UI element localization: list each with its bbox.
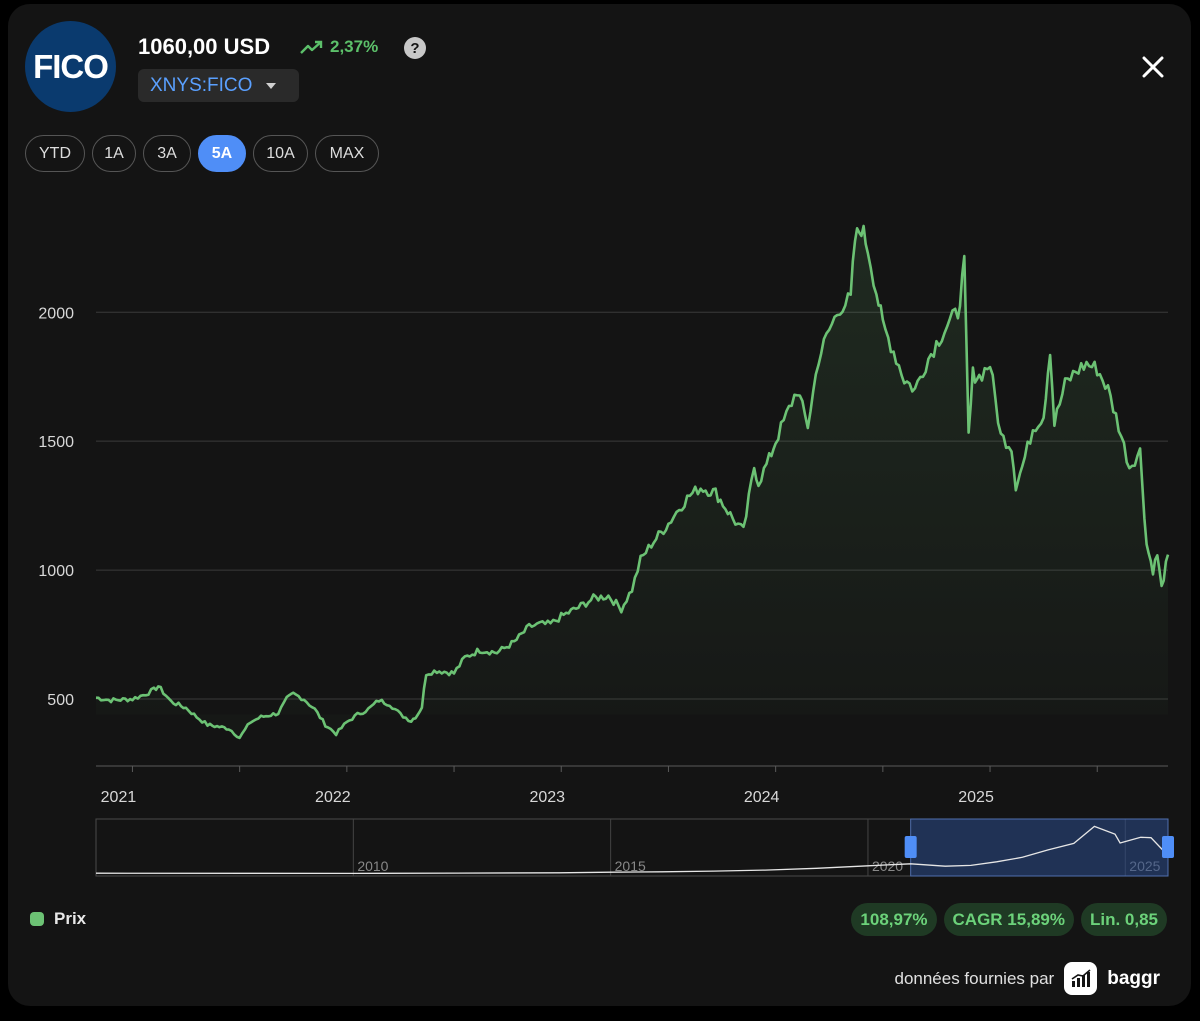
y-tick-label: 500 xyxy=(47,692,74,709)
price-change: 2,37% xyxy=(300,37,378,57)
y-axis: 2000 1500 1000 500 xyxy=(38,305,74,709)
navigator-label: 2010 xyxy=(357,858,388,874)
fico-logo: FICO xyxy=(25,21,116,112)
range-selector: YTD 1A 3A 5A 10A MAX xyxy=(25,135,379,172)
x-tick-label: 2025 xyxy=(958,789,994,806)
range-1a-button[interactable]: 1A xyxy=(92,135,136,172)
price-area xyxy=(96,226,1168,738)
x-tick-label: 2024 xyxy=(744,789,780,806)
credit-text: données fournies par xyxy=(894,968,1055,988)
range-3a-button[interactable]: 3A xyxy=(143,135,191,172)
navigator-label: 2015 xyxy=(615,858,646,874)
navigator-handle-left[interactable] xyxy=(904,836,917,858)
cagr-badge: CAGR 15,89% xyxy=(943,903,1074,936)
data-credit: données fournies par baggr xyxy=(894,962,1160,995)
y-tick-label: 1000 xyxy=(38,563,74,580)
y-tick-label: 2000 xyxy=(38,305,74,322)
ticker-label: XNYS:FICO xyxy=(150,74,253,96)
range-10a-button[interactable]: 10A xyxy=(253,135,308,172)
caret-down-icon xyxy=(266,82,277,89)
navigator-handle-right[interactable] xyxy=(1162,836,1174,858)
range-max-button[interactable]: MAX xyxy=(315,135,379,172)
price-change-value: 2,37% xyxy=(330,37,379,56)
stats-badges: 108,97% CAGR 15,89% Lin. 0,85 xyxy=(851,903,1167,936)
baggr-brand: baggr xyxy=(1107,967,1160,989)
range-5a-button[interactable]: 5A xyxy=(198,135,246,172)
x-tick-label: 2022 xyxy=(315,789,351,806)
x-tick-label: 2023 xyxy=(529,789,565,806)
navigator[interactable]: 2010201520202025 xyxy=(95,818,1174,877)
baggr-logo-icon[interactable] xyxy=(1064,962,1098,995)
trend-up-icon xyxy=(300,40,323,54)
price-line xyxy=(95,224,1170,740)
x-tick-label: 2021 xyxy=(101,789,137,806)
navigator-line xyxy=(95,825,1169,875)
x-axis: 2021 2022 2023 2024 2025 xyxy=(101,766,1098,806)
lin-badge: Lin. 0,85 xyxy=(1080,903,1167,936)
legend[interactable]: Prix xyxy=(30,909,86,929)
y-tick-label: 1500 xyxy=(38,434,74,451)
help-icon[interactable]: ? xyxy=(404,37,426,59)
performance-badge: 108,97% xyxy=(851,903,937,936)
chart-card: FICO 1060,00 USD 2,37% ? XNYS:FICO YTD 1… xyxy=(8,4,1191,1006)
legend-swatch xyxy=(30,912,44,926)
legend-label: Prix xyxy=(54,909,87,928)
range-ytd-button[interactable]: YTD xyxy=(25,135,85,172)
price-chart: 2000 1500 1000 500 2021 2022 2023 2024 2025 201… xyxy=(38,224,1174,877)
current-price: 1060,00 USD xyxy=(138,34,271,59)
navigator-label: 2020 xyxy=(872,858,903,874)
ticker-selector[interactable]: XNYS:FICO xyxy=(138,69,299,102)
navigator-selection xyxy=(910,818,1169,877)
close-icon[interactable] xyxy=(1140,54,1166,80)
